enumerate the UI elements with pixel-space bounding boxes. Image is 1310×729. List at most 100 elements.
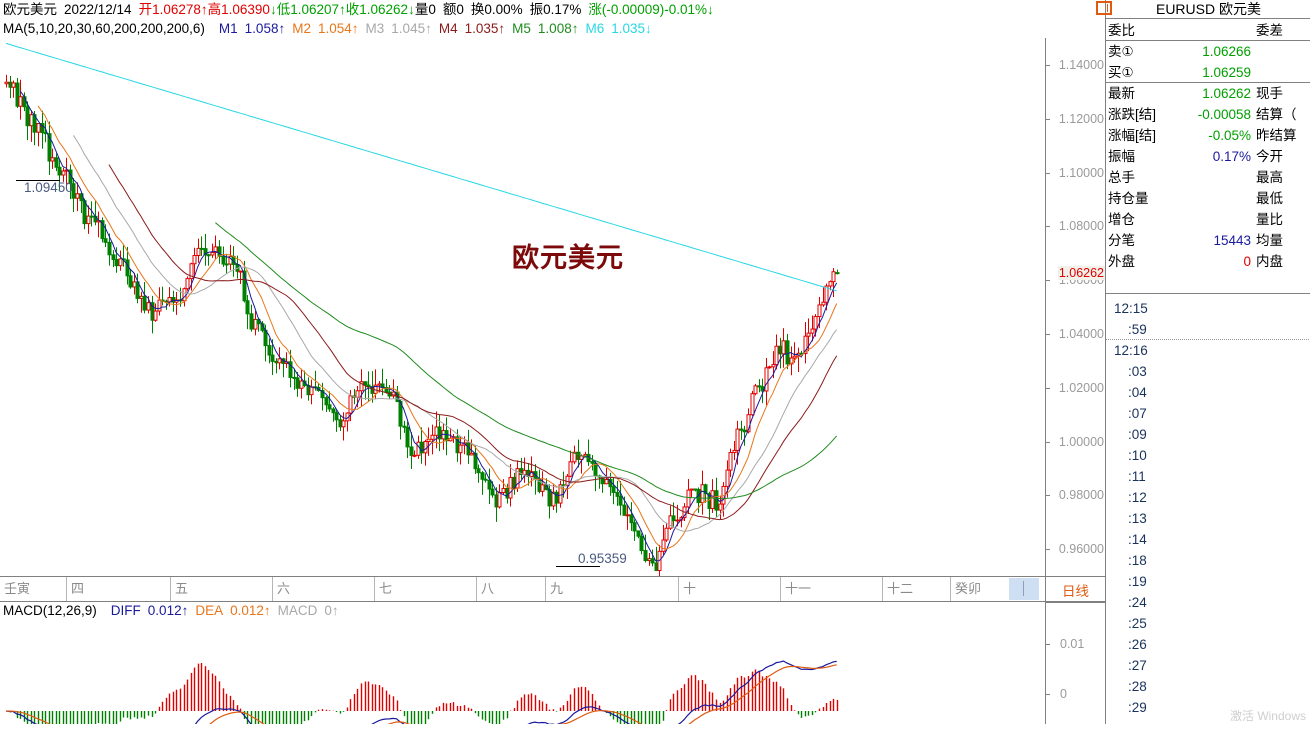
header-volume: 0: [428, 2, 436, 17]
price-axis[interactable]: 1.14000 1.12000 1.10000 1.08000 1.06000 1.040…: [1045, 38, 1105, 576]
price-axis-label: 1.12000: [1058, 111, 1104, 126]
quote-row[interactable]: 增仓 量比: [1106, 209, 1310, 230]
quote-row[interactable]: 委比 委差: [1106, 20, 1310, 41]
quote-row-label: 委比: [1108, 23, 1135, 38]
quote-row[interactable]: 外盘 0 内盘: [1106, 251, 1310, 272]
quote-row-label2: 均量: [1256, 233, 1283, 248]
macd-svg: [5, 660, 839, 729]
tick-list[interactable]: 12:15:59 12:16 :03:04:07:09:10:11:12:13 :14…: [1106, 296, 1310, 724]
tick-row[interactable]: :28: [1106, 676, 1310, 697]
date-axis-tick: 壬寅: [4, 581, 31, 596]
quote-row-value: 15443: [1213, 233, 1251, 248]
tick-time: :19: [1128, 574, 1147, 589]
chart-scrollbar-thumb[interactable]: [1009, 578, 1039, 600]
ma-m4-arrow: ↑: [498, 21, 506, 36]
quote-row-label2: 结算（: [1256, 107, 1297, 122]
price-axis-label: 1.02000: [1058, 380, 1104, 395]
price-axis-tick: [1046, 118, 1050, 120]
timeframe-box[interactable]: 日线: [1045, 576, 1105, 602]
tick-time: :14: [1128, 532, 1147, 547]
ma-m4-name: M4: [438, 21, 458, 36]
activation-watermark: 激活 Windows: [1229, 709, 1306, 723]
tick-separator: [1106, 339, 1310, 340]
ma-params: MA(5,10,20,30,60,200,200,200,6): [3, 21, 205, 36]
quote-row-label: 卖①: [1108, 44, 1134, 59]
tick-row[interactable]: :09: [1106, 424, 1310, 445]
macd-plot[interactable]: [0, 620, 1045, 729]
quote-row[interactable]: 分笔 15443 均量: [1106, 230, 1310, 251]
tick-row[interactable]: :18: [1106, 550, 1310, 571]
tick-row[interactable]: :14: [1106, 529, 1310, 550]
ma-m3-arrow: ↑: [425, 21, 432, 36]
quote-row-value: -0.00058: [1197, 107, 1251, 122]
macd-dea-label: DEA: [195, 603, 224, 618]
quote-row-label: 增仓: [1108, 212, 1135, 227]
ma-m1-name: M1: [218, 21, 238, 36]
tick-row[interactable]: :19: [1106, 571, 1310, 592]
price-axis-tick: [1046, 495, 1050, 497]
quote-row-value: 1.06259: [1202, 65, 1251, 80]
price-axis-label: 1.14000: [1058, 57, 1104, 72]
tick-row[interactable]: :27: [1106, 655, 1310, 676]
tick-time: :28: [1128, 679, 1147, 694]
quote-separator: [1106, 40, 1310, 41]
tick-row[interactable]: :11: [1106, 466, 1310, 487]
quote-row[interactable]: 涨跌[结] -0.00058 结算（: [1106, 104, 1310, 125]
header-open-label: 开: [138, 2, 153, 17]
quote-row-label2: 量比: [1256, 212, 1283, 227]
quote-row-label: 最新: [1108, 86, 1135, 101]
macd-dea-value: 0.012: [230, 603, 264, 618]
quote-row[interactable]: 卖① 1.06266: [1106, 41, 1310, 62]
tick-row[interactable]: 12:16: [1106, 340, 1310, 361]
date-axis-tick: 癸卯: [950, 577, 1045, 601]
date-axis-tick: 六: [272, 577, 374, 601]
quote-row-value: 1.06262: [1202, 86, 1251, 101]
high-annotation-line: [16, 180, 60, 181]
header-close-label: 收: [345, 2, 360, 17]
tick-time: :27: [1128, 658, 1147, 673]
price-axis-label: 0.98000: [1058, 488, 1104, 503]
quote-row[interactable]: 涨幅[结] -0.05% 昨结算: [1106, 125, 1310, 146]
tick-row[interactable]: :26: [1106, 634, 1310, 655]
window-restore-icon[interactable]: [1096, 1, 1112, 15]
ma-m2-name: M2: [292, 21, 311, 36]
quote-row[interactable]: 持仓量 最低: [1106, 188, 1310, 209]
tick-row[interactable]: :13: [1106, 508, 1310, 529]
ma-m1-value: 1.058: [244, 21, 279, 36]
ma-m1-arrow: ↑: [278, 21, 286, 36]
quote-row[interactable]: 总手 最高: [1106, 167, 1310, 188]
tick-row[interactable]: :04: [1106, 382, 1310, 403]
tick-row[interactable]: :07: [1106, 403, 1310, 424]
tick-row[interactable]: :29: [1106, 697, 1310, 718]
tick-row[interactable]: :03: [1106, 361, 1310, 382]
candlestick-svg: [4, 42, 840, 581]
price-axis-label: 1.10000: [1058, 165, 1104, 180]
header-low: 1.06207: [290, 2, 340, 17]
tick-time: :24: [1128, 595, 1147, 610]
ma-m6-value: 1.035: [611, 21, 646, 36]
tick-row[interactable]: 12:15: [1106, 298, 1310, 319]
header-open-arrow: ↑: [200, 2, 208, 17]
ma-m2-value: 1.054: [317, 21, 352, 36]
tick-row[interactable]: :25: [1106, 613, 1310, 634]
timeframe-label: 日线: [1062, 584, 1089, 599]
tick-time: 12:16: [1114, 343, 1148, 358]
header-volume-label: 量: [414, 2, 429, 17]
tick-row[interactable]: :59: [1106, 319, 1310, 340]
macd-arrow: ↑: [331, 603, 339, 618]
date-axis-tick: 八: [476, 577, 545, 601]
quote-row[interactable]: 振幅 0.17% 今开: [1106, 146, 1310, 167]
tick-row[interactable]: :12: [1106, 487, 1310, 508]
date-axis[interactable]: 壬寅 四五六七八九十十一 十二 癸卯: [0, 576, 1045, 602]
tick-time: :26: [1128, 637, 1147, 652]
quote-row[interactable]: 买① 1.06259: [1106, 62, 1310, 83]
header-close: 1.06262: [359, 2, 409, 17]
price-axis-label: 0.96000: [1058, 542, 1104, 557]
price-plot[interactable]: 欧元美元 1.09450 0.95359: [0, 38, 1045, 581]
tick-row[interactable]: :10: [1106, 445, 1310, 466]
tick-row[interactable]: :24: [1106, 592, 1310, 613]
date-axis-tick: 十二: [882, 577, 950, 601]
header-amount: 0: [456, 2, 464, 17]
quote-row[interactable]: 最新 1.06262 现手: [1106, 83, 1310, 104]
